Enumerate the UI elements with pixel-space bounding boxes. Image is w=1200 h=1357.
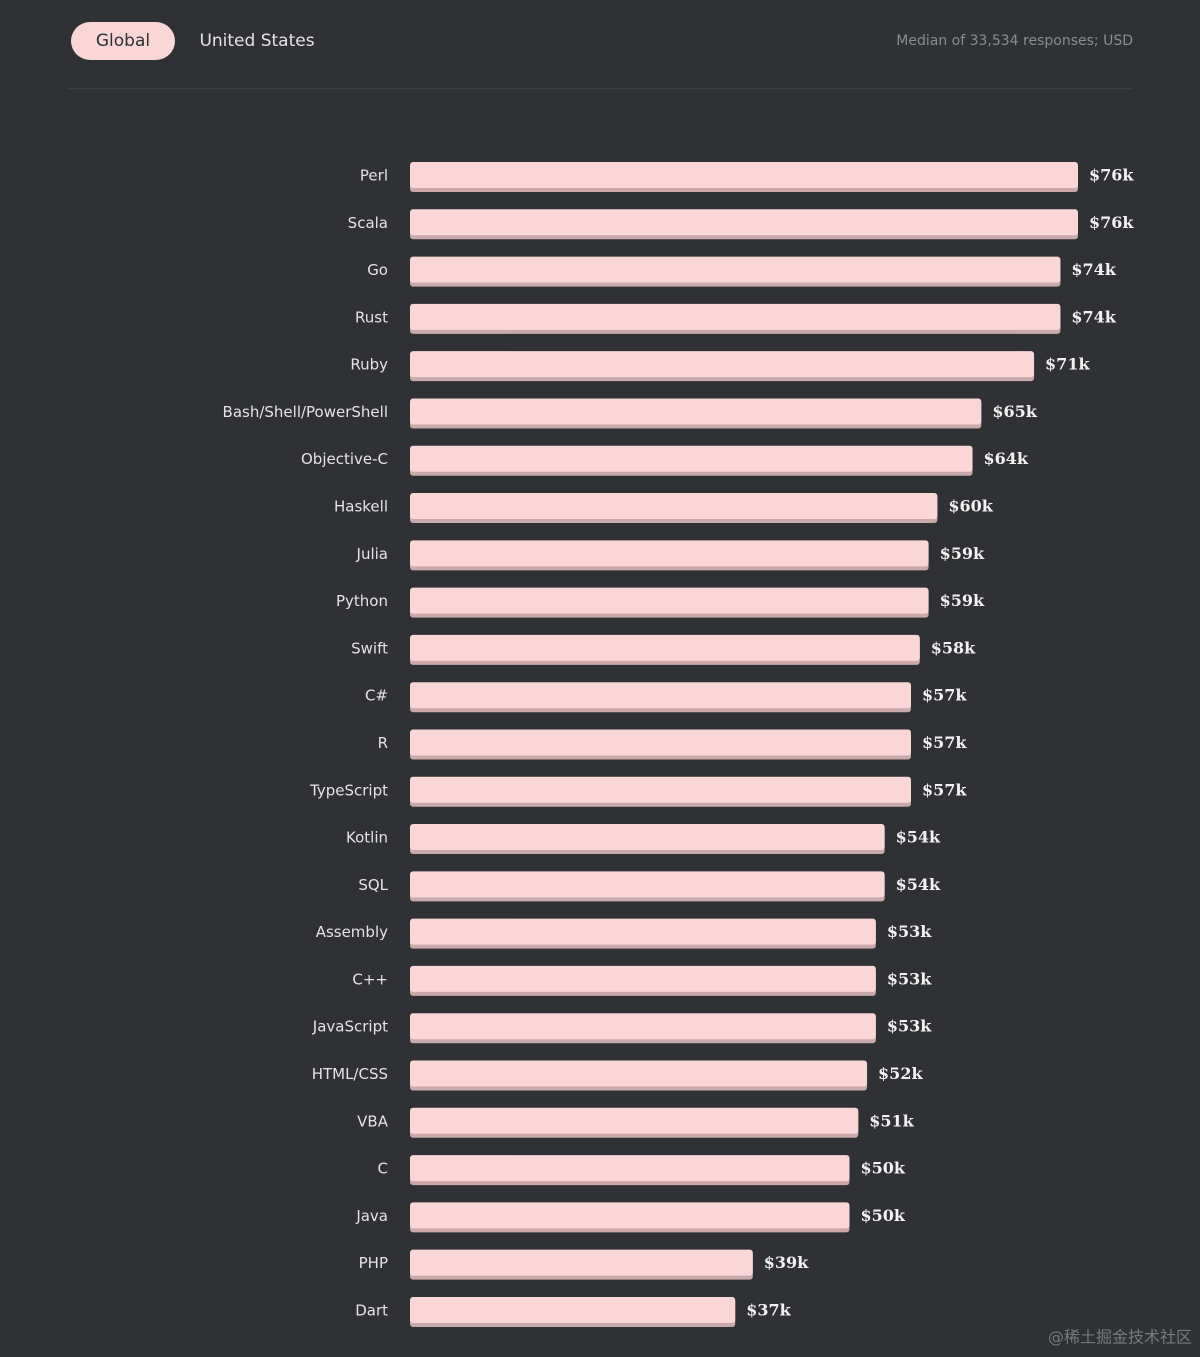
value-label: $37k [746, 1300, 791, 1319]
category-label: Python [336, 592, 388, 610]
bar [410, 1155, 850, 1182]
tab[interactable]: United States [199, 31, 314, 51]
value-label: $39k [764, 1253, 809, 1272]
category-label: C# [365, 687, 388, 705]
category-label: Objective-C [301, 450, 388, 468]
bar [410, 634, 920, 661]
value-label: $64k [984, 449, 1029, 468]
bar [410, 965, 876, 992]
bar [410, 587, 929, 614]
bar [410, 1296, 736, 1323]
category-label: Julia [356, 545, 388, 563]
bar [410, 1013, 876, 1040]
value-label: $74k [1071, 260, 1116, 279]
value-label: $53k [887, 969, 932, 988]
category-label: Scala [348, 214, 388, 232]
value-label: $59k [940, 544, 985, 563]
category-label: Go [367, 261, 388, 279]
category-label: JavaScript [312, 1018, 388, 1036]
value-label: $71k [1045, 355, 1090, 374]
bar [410, 1060, 868, 1087]
category-label: C++ [352, 970, 388, 988]
category-label: Rust [355, 308, 388, 326]
value-label: $65k [992, 402, 1037, 421]
value-label: $50k [860, 1206, 905, 1225]
category-label: C [378, 1160, 388, 1178]
category-label: Ruby [350, 356, 388, 374]
value-label: $57k [922, 780, 967, 799]
value-label: $52k [878, 1064, 923, 1083]
value-label: $76k [1089, 166, 1134, 185]
category-label: Java [355, 1207, 388, 1225]
value-label: $51k [869, 1111, 914, 1130]
note: Median of 33,534 responses; USD [896, 33, 1133, 49]
bar [410, 303, 1061, 330]
bar [410, 493, 938, 520]
value-label: $54k [896, 828, 941, 847]
value-label: $57k [922, 686, 967, 705]
value-label: $54k [896, 875, 941, 894]
bar [410, 871, 885, 898]
value-label: $50k [860, 1159, 905, 1178]
value-label: $53k [887, 1017, 932, 1036]
tab-active-bg[interactable] [71, 22, 175, 60]
category-label: VBA [357, 1112, 389, 1130]
bar [410, 398, 982, 425]
category-label: Swift [351, 639, 388, 657]
value-label: $58k [931, 638, 976, 657]
bar [410, 540, 929, 567]
category-label: Assembly [316, 923, 388, 941]
bar [410, 351, 1035, 378]
bar [410, 256, 1061, 283]
value-label: $59k [940, 591, 985, 610]
tab[interactable]: Global [96, 31, 150, 51]
category-label: PHP [359, 1254, 388, 1272]
category-label: SQL [358, 876, 388, 894]
watermark: @稀土掘金技术社区 [1048, 1328, 1192, 1347]
category-label: R [378, 734, 388, 752]
bar [410, 824, 885, 851]
bar [410, 918, 876, 945]
bar [410, 1249, 753, 1276]
bar [410, 729, 911, 756]
category-label: TypeScript [309, 781, 388, 799]
category-label: Perl [360, 167, 388, 185]
value-label: $53k [887, 922, 932, 941]
category-label: Haskell [334, 498, 388, 516]
category-label: HTML/CSS [312, 1065, 388, 1083]
category-label: Bash/Shell/PowerShell [223, 403, 388, 421]
value-label: $60k [948, 497, 993, 516]
bar [410, 1107, 859, 1134]
bar [410, 776, 911, 803]
bar [410, 445, 973, 472]
bar [410, 162, 1078, 188]
bar [410, 1202, 850, 1229]
category-label: Dart [355, 1301, 388, 1319]
category-label: Kotlin [346, 829, 388, 847]
bar [410, 682, 911, 709]
value-label: $76k [1089, 213, 1134, 232]
value-label: $57k [922, 733, 967, 752]
bar [410, 209, 1078, 236]
value-label: $74k [1071, 307, 1116, 326]
